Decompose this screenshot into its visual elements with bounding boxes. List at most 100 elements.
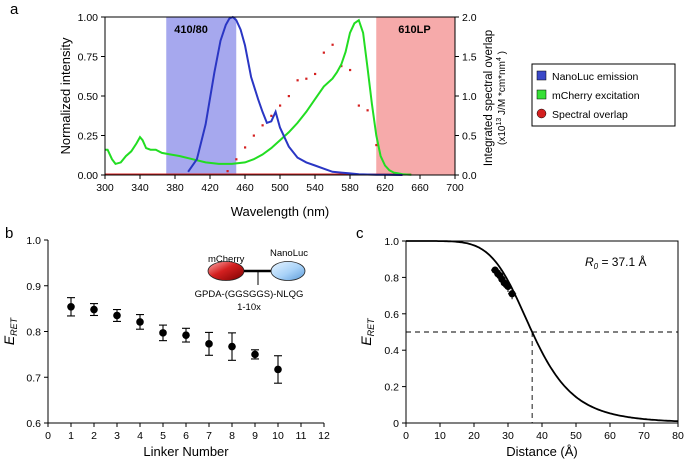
overlap-point (252, 134, 255, 137)
panel-c-x-label: Distance (Å) (506, 444, 578, 459)
legend-nanoluc-swatch (536, 70, 547, 81)
x-tick-label: 700 (446, 182, 464, 194)
y-tick-label: 0.2 (384, 382, 399, 394)
x-tick-label: 460 (236, 182, 254, 194)
y-tick-label: 0.6 (384, 309, 399, 321)
overlap-point (226, 170, 229, 173)
overlap-point (296, 79, 299, 82)
panel-a-y-axis: 0.00 0.25 0.50 0.75 1.00 (78, 12, 105, 182)
panel-label-a: a (10, 1, 19, 18)
overlap-point (314, 72, 317, 76)
overlap-point (279, 104, 282, 107)
panel-c-guide-lines (406, 331, 678, 423)
overlap-point (375, 143, 378, 147)
inset-nanoluc-label: NanoLuc (270, 248, 308, 259)
filter-610lp-label: 610LP (398, 24, 430, 36)
y-tick-label: 0.9 (26, 281, 41, 293)
y2-label-sup: 13 (496, 118, 503, 126)
y2-tick-label: 0.5 (462, 131, 477, 143)
panel-a-x-axis: 300 340 380 420 460 500 540 580 620 660 700 (96, 175, 464, 194)
y-tick-label: 0.00 (78, 170, 99, 182)
x-tick-label: 20 (468, 430, 480, 442)
r0-subscript: 0 (594, 262, 599, 271)
y-tick-label: 0.8 (26, 327, 41, 339)
y2-label-part: J/M *cm*nm (497, 61, 508, 118)
panel-b-x-label: Linker Number (143, 444, 229, 459)
y-tick-label: 0.7 (26, 372, 41, 384)
x-tick-label: 300 (96, 182, 114, 194)
filter-610lp-band (376, 17, 455, 175)
x-tick-label: 2 (91, 430, 97, 442)
x-tick-label: 3 (114, 430, 120, 442)
y2-label-sup: 4 (496, 57, 503, 61)
legend-mcherry-swatch (536, 89, 547, 100)
overlap-point (366, 109, 369, 112)
x-tick-label: 9 (252, 430, 258, 442)
y2-label-part: ) (497, 51, 508, 57)
y2-tick-label: 0.0 (462, 170, 477, 182)
panel-a-legend: NanoLuc emission mCherry excitation Spec… (531, 63, 676, 127)
x-tick-label: 620 (376, 182, 394, 194)
panel-a-y2-label-line1: Integrated spectral overlap (483, 30, 495, 166)
x-tick-label: 60 (604, 430, 616, 442)
x-tick-label: 4 (137, 430, 143, 442)
y-tick-label: 0 (393, 418, 399, 430)
mcherry-excitation-line (105, 18, 412, 176)
x-tick-label: 10 (434, 430, 446, 442)
panel-a-spectra-chart: 410/80 610LP 300 340 380 420 460 500 540 580 620… (58, 12, 508, 219)
r0-value: = 37.1 Å (598, 254, 646, 269)
x-tick-label: 50 (570, 430, 582, 442)
y-tick-label: 1.00 (78, 12, 99, 24)
y-tick-label: 0.25 (78, 131, 99, 143)
data-point (274, 365, 282, 374)
overlap-point (357, 104, 360, 107)
r0-symbol: R (585, 255, 594, 269)
x-tick-label: 8 (229, 430, 235, 442)
x-tick-label: 80 (672, 430, 684, 442)
x-tick-label: 380 (166, 182, 184, 194)
data-point (90, 305, 98, 314)
filter-410-80-label: 410/80 (174, 24, 208, 36)
mcherry-ellipse (207, 261, 245, 281)
x-tick-label: 420 (201, 182, 219, 194)
y-tick-label: 1.0 (26, 235, 41, 247)
overlap-point (244, 146, 247, 149)
data-point (182, 331, 190, 339)
y2-tick-label: 1.5 (462, 52, 477, 64)
nanoluc-ellipse (270, 261, 306, 281)
panel-b-linker-chart: 0 1 2 3 4 5 6 7 8 9 10 11 120.60.70.80.91.0 Linker N… (1, 235, 330, 459)
data-point (228, 342, 236, 351)
r0-annotation: R0 = 37.1 Å (585, 254, 647, 271)
legend-overlap-swatch (536, 108, 547, 119)
overlap-point (235, 158, 238, 161)
spectral-overlap-series (105, 43, 412, 176)
data-point (251, 350, 259, 359)
overlap-point (322, 51, 325, 54)
y2-label-part: (x10 (497, 125, 508, 145)
x-tick-label: 10 (272, 430, 284, 442)
x-tick-label: 11 (296, 430, 307, 442)
panel-b-axes: 0 1 2 3 4 5 6 7 8 9 10 11 120.60.70.80.91.0 (26, 235, 330, 442)
panel-label-c: c (356, 225, 364, 242)
x-tick-label: 540 (306, 182, 324, 194)
x-tick-label: 500 (271, 182, 289, 194)
y-label-sub: RET (9, 316, 19, 336)
panel-a-y-label: Normalized intensity (58, 37, 73, 155)
overlap-point (349, 68, 352, 72)
y2-tick-label: 1.0 (462, 91, 477, 103)
panel-b-y-label: ERET (1, 316, 19, 345)
x-tick-label: 0 (403, 430, 409, 442)
x-tick-label: 70 (638, 430, 650, 442)
overlap-point (270, 114, 273, 117)
panel-c-axes: 0 10 20 30 40 50 60 70 80 0 0.2 0.4 0.6 0.8 1.0 (384, 236, 684, 442)
x-tick-label: 7 (206, 430, 212, 442)
panel-a-y2-axis: 0.0 0.5 1.0 1.5 2.0 (455, 12, 477, 182)
data-point (504, 282, 512, 291)
y-label-main: E (358, 336, 374, 346)
data-point (159, 329, 167, 337)
panel-c-distance-chart: 0 10 20 30 40 50 60 70 80 0 0.2 0.4 0.6 0.8 1.0 Distan… (358, 236, 684, 459)
data-point (205, 340, 213, 348)
x-tick-label: 5 (160, 430, 166, 442)
data-point (67, 302, 75, 311)
